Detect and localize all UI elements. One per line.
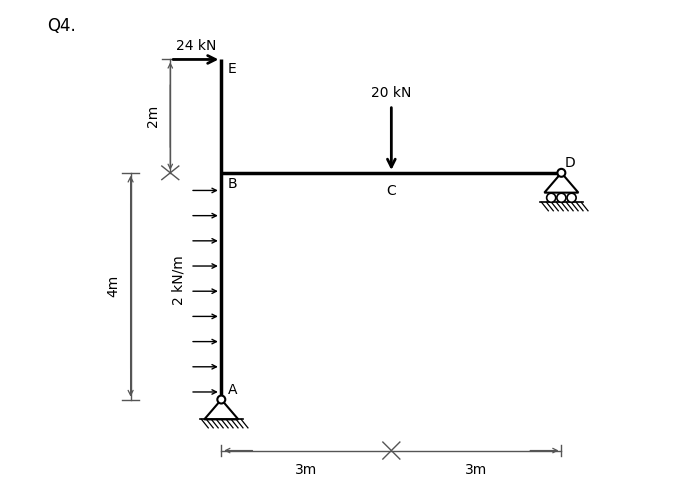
Circle shape [547, 193, 556, 202]
Circle shape [557, 193, 566, 202]
Text: 3m: 3m [295, 463, 318, 477]
Text: E: E [228, 62, 237, 76]
Text: A: A [228, 383, 237, 397]
Text: B: B [228, 177, 238, 191]
Circle shape [567, 193, 576, 202]
Circle shape [558, 169, 565, 177]
Text: 4m: 4m [107, 275, 120, 297]
Text: 2m: 2m [146, 105, 160, 127]
Circle shape [217, 395, 226, 403]
Text: 20 kN: 20 kN [371, 86, 412, 100]
Text: C: C [386, 184, 397, 198]
Text: 3m: 3m [465, 463, 487, 477]
Text: 2 kN/m: 2 kN/m [172, 256, 185, 305]
Text: 24 kN: 24 kN [176, 38, 216, 53]
Text: Q4.: Q4. [47, 17, 75, 35]
Text: D: D [564, 156, 575, 170]
